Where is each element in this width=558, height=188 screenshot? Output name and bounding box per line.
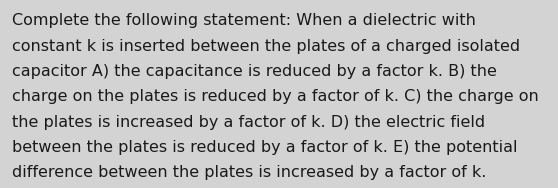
Text: the plates is increased by a factor of k. D) the electric field: the plates is increased by a factor of k… <box>12 115 485 130</box>
Text: Complete the following statement: When a dielectric with: Complete the following statement: When a… <box>12 13 476 28</box>
Text: charge on the plates is reduced by a factor of k. C) the charge on: charge on the plates is reduced by a fac… <box>12 89 539 104</box>
Text: difference between the plates is increased by a factor of k.: difference between the plates is increas… <box>12 165 487 180</box>
Text: constant k is inserted between the plates of a charged isolated: constant k is inserted between the plate… <box>12 39 521 54</box>
Text: between the plates is reduced by a factor of k. E) the potential: between the plates is reduced by a facto… <box>12 140 518 155</box>
Text: capacitor A) the capacitance is reduced by a factor k. B) the: capacitor A) the capacitance is reduced … <box>12 64 497 79</box>
